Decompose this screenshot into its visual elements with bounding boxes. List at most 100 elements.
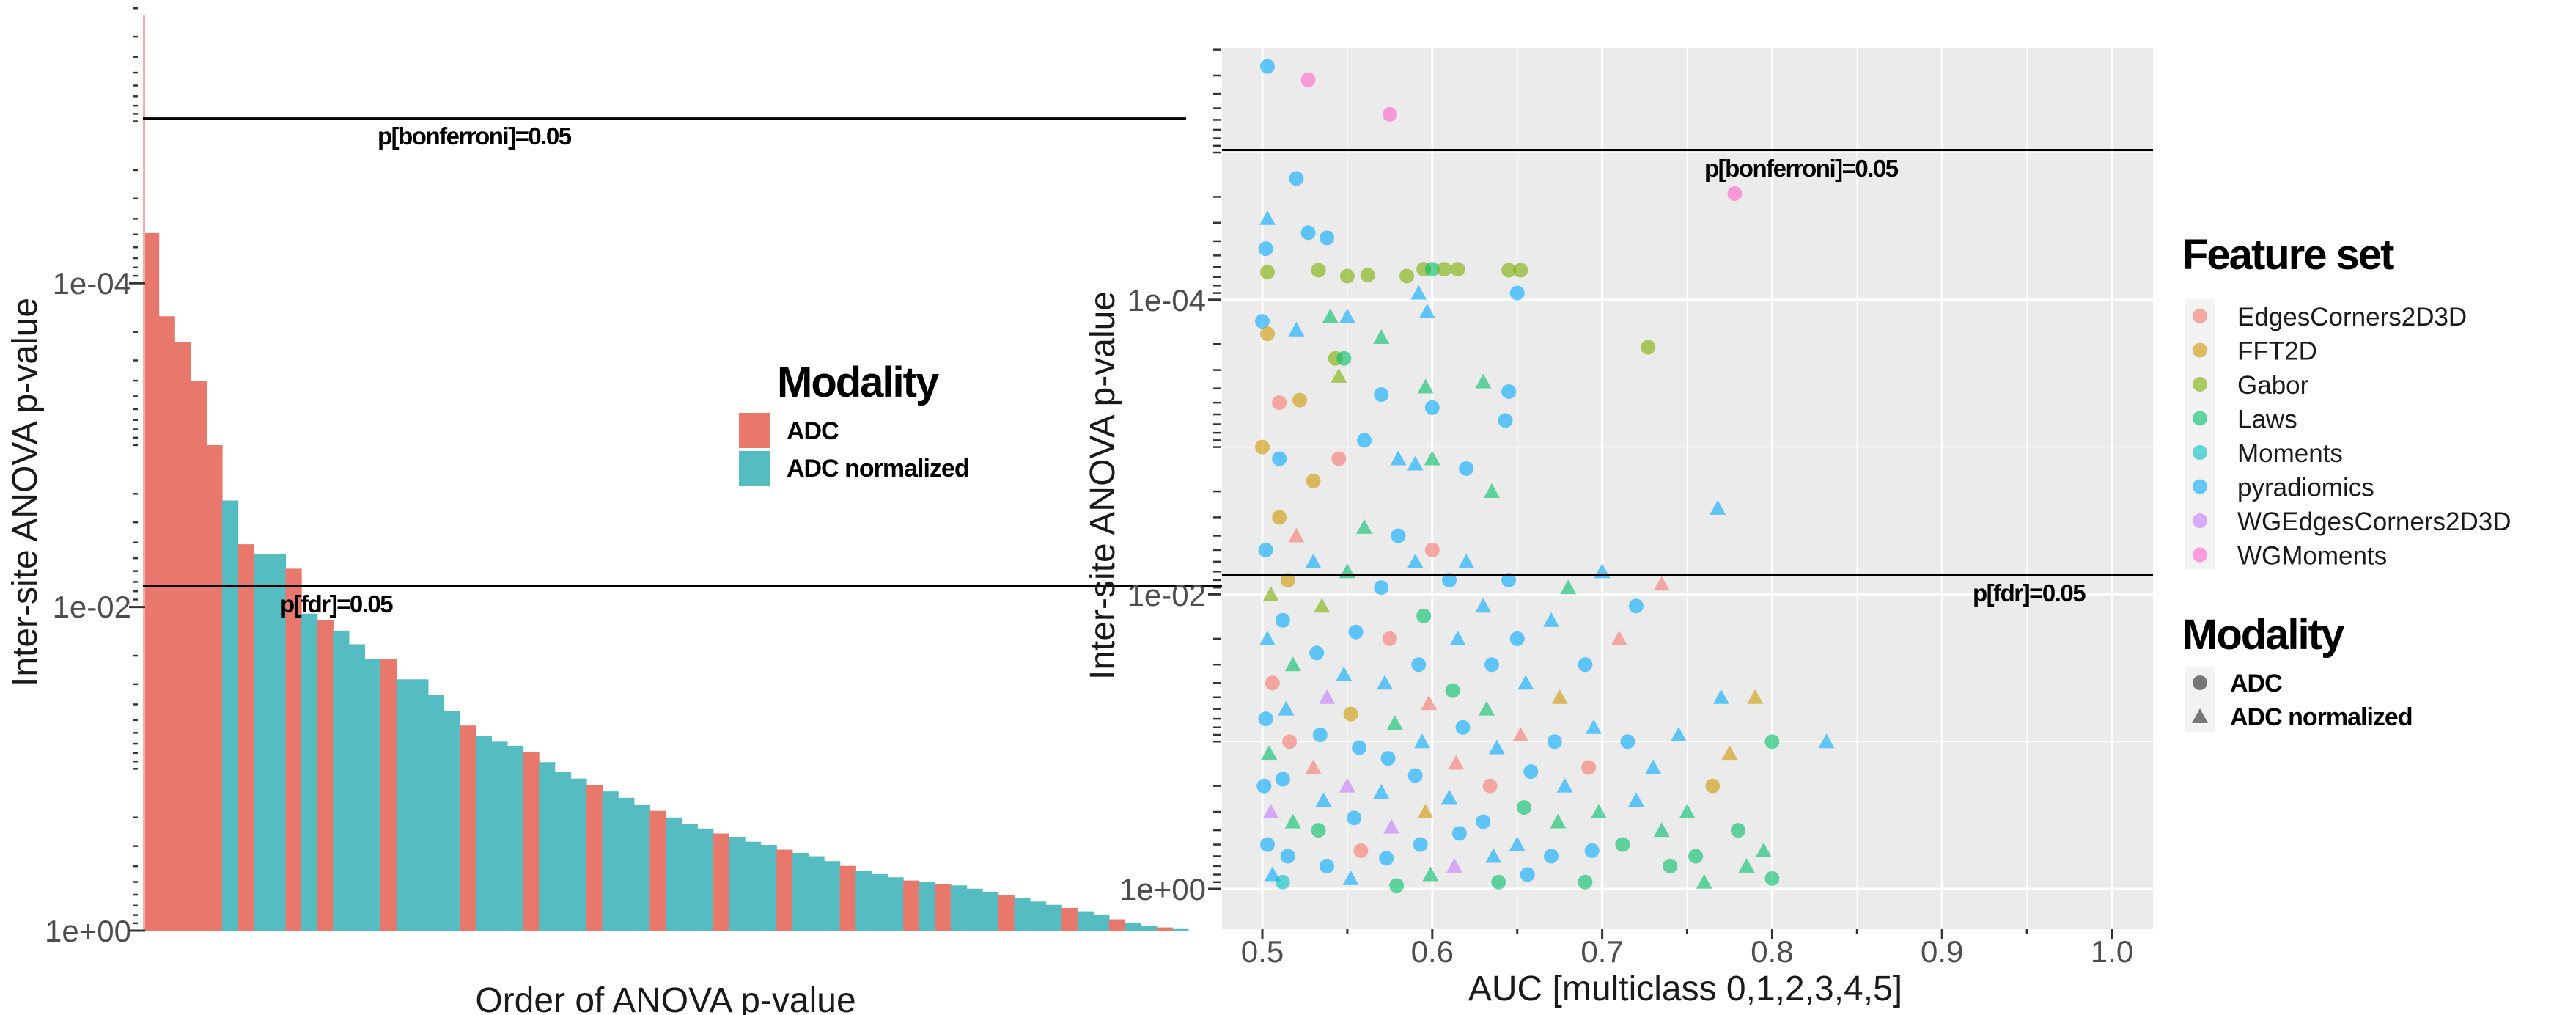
point-adc-normalized xyxy=(1305,553,1322,568)
legend-key-wgedgescorners2d3d xyxy=(2193,513,2207,528)
point-adc-normalized xyxy=(1485,848,1502,863)
bar xyxy=(1014,898,1031,931)
legend-key-fft2d xyxy=(2193,342,2207,358)
point-adc xyxy=(1413,837,1428,852)
point-adc-normalized xyxy=(1288,527,1305,543)
point-adc xyxy=(1280,572,1295,587)
bar xyxy=(760,844,777,931)
point-adc xyxy=(1255,314,1270,329)
point-adc xyxy=(1258,711,1273,727)
legend-key-pyradiomics xyxy=(2193,479,2207,494)
point-adc xyxy=(1437,262,1452,277)
bar xyxy=(919,882,935,931)
point-adc xyxy=(1300,72,1316,87)
legend-feature-set: Feature set EdgesCorners2D3D FFT2D Gabor La… xyxy=(2182,231,2511,571)
point-adc xyxy=(1628,598,1644,614)
point-adc-normalized xyxy=(1421,695,1438,711)
point-adc-normalized xyxy=(1410,285,1427,300)
point-adc-normalized xyxy=(1264,866,1281,882)
point-adc-normalized xyxy=(1288,321,1305,337)
bar xyxy=(364,659,381,931)
bar xyxy=(507,745,524,931)
bar xyxy=(539,762,556,931)
point-adc-normalized xyxy=(1488,739,1505,755)
point-adc xyxy=(1353,843,1369,858)
point-adc xyxy=(1484,657,1499,673)
point-adc xyxy=(1258,241,1273,257)
point-adc-normalized xyxy=(1259,210,1276,225)
point-adc-normalized xyxy=(1407,455,1424,471)
left-y-axis xyxy=(129,7,145,965)
point-adc xyxy=(1509,631,1525,646)
legend-label: ADC normalized xyxy=(2230,703,2413,731)
point-adc xyxy=(1311,263,1326,278)
legend-key-gabor xyxy=(2193,377,2207,392)
legend-modality: Modality ADC ADC normalized xyxy=(2182,611,2413,732)
point-adc xyxy=(1374,580,1389,596)
legend-key-laws xyxy=(2193,411,2207,426)
bar xyxy=(1045,904,1062,931)
bar xyxy=(1029,901,1047,931)
point-adc xyxy=(1620,734,1635,750)
bonferroni-label: p[bonferroni]=0.05 xyxy=(378,122,572,150)
legend-label: Moments xyxy=(2237,439,2343,468)
point-adc xyxy=(1547,734,1562,750)
legend-label: ADC normalized xyxy=(787,455,969,483)
bars-group xyxy=(143,15,1189,931)
legend-title: Modality xyxy=(777,359,939,406)
bar xyxy=(586,785,603,931)
point-adc-normalized xyxy=(1586,719,1602,734)
legend-label: Gabor xyxy=(2237,371,2309,400)
point-adc xyxy=(1445,683,1460,698)
bar xyxy=(333,630,350,931)
point-adc xyxy=(1311,823,1326,838)
y-tick-label: 1e-04 xyxy=(1127,283,1206,318)
point-adc xyxy=(1389,878,1405,893)
y-axis-title: Inter-site ANOVA p-value xyxy=(1083,291,1122,680)
point-adc-normalized xyxy=(1261,745,1278,761)
point-adc xyxy=(1424,400,1440,415)
point-adc-normalized xyxy=(1458,553,1475,568)
point-adc xyxy=(1501,384,1517,399)
bar xyxy=(1108,919,1126,931)
point-adc xyxy=(1259,326,1275,342)
point-adc xyxy=(1292,392,1307,408)
point-adc-normalized xyxy=(1413,733,1430,749)
point-adc-normalized xyxy=(1322,308,1339,323)
point-adc xyxy=(1491,874,1506,890)
bar xyxy=(982,891,999,931)
y-tick-label: 1e-02 xyxy=(1127,578,1206,612)
point-adc xyxy=(1578,874,1593,890)
fdr-label: p[fdr]=0.05 xyxy=(280,590,393,618)
point-adc-normalized xyxy=(1373,329,1390,345)
legend-label: pyradiomics xyxy=(2237,474,2374,502)
point-adc-normalized xyxy=(1417,378,1434,394)
point-adc xyxy=(1336,351,1352,366)
point-adc xyxy=(1258,542,1273,557)
point-adc-normalized xyxy=(1679,804,1696,819)
point-adc-normalized xyxy=(1339,777,1355,793)
bar xyxy=(412,679,429,931)
bar xyxy=(713,833,730,931)
bar xyxy=(269,554,287,931)
bar xyxy=(554,772,571,931)
point-adc-normalized xyxy=(1512,727,1529,742)
x-tick-label: 0.8 xyxy=(1751,934,1793,969)
point-adc xyxy=(1309,645,1325,661)
legend-key-adc-normalized xyxy=(739,451,770,486)
bar xyxy=(792,853,809,931)
bar xyxy=(887,877,904,931)
point-adc xyxy=(1459,461,1474,476)
point-adc xyxy=(1275,874,1290,890)
x-tick-label: 1.0 xyxy=(2091,934,2133,969)
point-adc-normalized xyxy=(1653,576,1670,591)
x-tick-label: 0.5 xyxy=(1241,934,1284,969)
bar xyxy=(1093,914,1110,931)
point-adc xyxy=(1289,171,1304,186)
right-scatter-chart: p[bonferroni]=0.05 p[fdr]=0.05 1e-04 1e-… xyxy=(1083,48,2511,1008)
point-adc-normalized xyxy=(1440,789,1457,805)
x-tick-labels: 0.5 0.6 0.7 0.8 0.9 1.0 xyxy=(1241,934,2133,969)
point-adc xyxy=(1731,823,1746,838)
point-adc xyxy=(1451,826,1467,841)
point-adc xyxy=(1255,439,1270,455)
